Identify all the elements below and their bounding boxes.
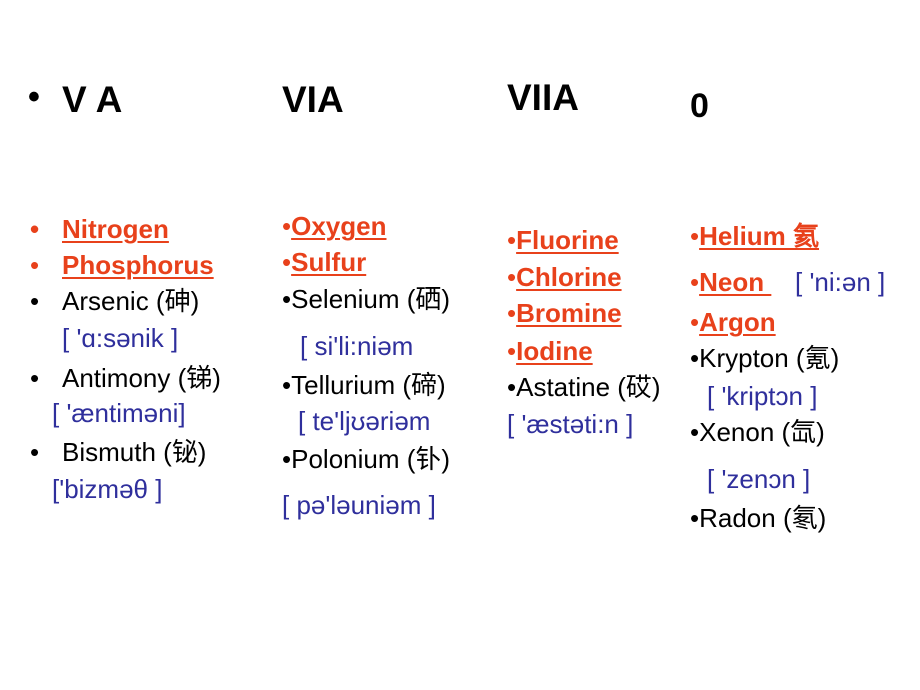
element-name: Tellurium (碲)	[291, 370, 446, 400]
bullet: •	[30, 214, 40, 244]
element-name: Polonium (钋)	[291, 444, 451, 474]
element-row: Bromine	[507, 298, 622, 328]
column-header: V A	[62, 79, 123, 120]
element-name: Oxygen	[291, 211, 387, 241]
element-name: Chlorine	[516, 262, 622, 292]
phonetic: [ 'æstəti:n ]	[507, 409, 634, 439]
element-name: Argon	[699, 307, 776, 337]
bullet: •	[30, 363, 40, 393]
element-row: Oxygen	[282, 211, 386, 241]
element-name: Fluorine	[516, 225, 619, 255]
element-row: Selenium (硒)	[282, 284, 450, 314]
element-name: Radon (氡)	[699, 503, 827, 533]
element-row: Iodine	[507, 336, 593, 366]
phonetic: [ 'zenɔn ]	[707, 464, 811, 494]
element-name: Iodine	[516, 336, 593, 366]
element-name: Arsenic (砷)	[62, 286, 200, 316]
element-row: Sulfur	[282, 247, 366, 277]
element-row: Radon (氡)	[690, 503, 826, 533]
element-row: Neon	[690, 267, 771, 297]
element-name: Helium 氦	[699, 221, 820, 251]
phonetic: [ 'ɑ:sənik ]	[62, 323, 179, 353]
element-name: Bismuth (铋)	[62, 437, 207, 467]
phonetic: [ si'li:niəm	[300, 331, 414, 361]
bullet: •	[28, 78, 40, 116]
phonetic: [ pə'ləuniəm ]	[282, 490, 436, 520]
bullet: •	[30, 250, 40, 280]
element-name: Selenium (硒)	[291, 284, 451, 314]
phonetic: [ 'kriptɔn ]	[707, 381, 818, 411]
element-name: Krypton (氪)	[699, 343, 840, 373]
column-header: VIIA	[507, 77, 579, 118]
element-row: Argon	[690, 307, 776, 337]
phonetic: [ 'ni:ən ]	[795, 267, 886, 297]
bullet: •	[30, 437, 40, 467]
phonetic: [ te'ljʊəriəm	[298, 406, 431, 436]
element-row: Polonium (钋)	[282, 444, 450, 474]
element-name: Xenon (氙)	[699, 417, 825, 447]
element-name: Bromine	[516, 298, 622, 328]
element-name: Phosphorus	[62, 250, 214, 280]
element-row: Chlorine	[507, 262, 622, 292]
column-header: 0	[690, 87, 709, 125]
element-row: Krypton (氪)	[690, 343, 839, 373]
bullet: •	[30, 286, 40, 316]
element-name: Astatine (砹)	[516, 372, 661, 402]
element-name: Antimony (锑)	[62, 363, 221, 393]
element-row: Helium 氦	[690, 221, 819, 251]
element-name: Neon	[699, 267, 772, 297]
element-row: Xenon (氙)	[690, 417, 825, 447]
phonetic: [ 'æntiməni]	[52, 398, 186, 428]
element-row: Tellurium (碲)	[282, 370, 446, 400]
element-row: Fluorine	[507, 225, 619, 255]
element-name: Sulfur	[291, 247, 367, 277]
phonetic: ['bizməθ ]	[52, 474, 163, 504]
column-header: VIA	[282, 79, 344, 120]
element-row: Astatine (砹)	[507, 372, 661, 402]
element-name: Nitrogen	[62, 214, 169, 244]
